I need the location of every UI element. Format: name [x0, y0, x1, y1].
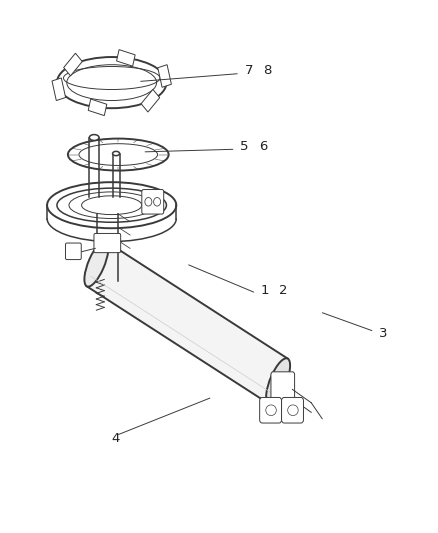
Polygon shape — [158, 64, 171, 87]
Ellipse shape — [145, 198, 152, 206]
Text: 4: 4 — [112, 432, 120, 445]
Polygon shape — [52, 78, 66, 101]
Text: 7: 7 — [244, 64, 253, 77]
Ellipse shape — [266, 358, 290, 404]
Polygon shape — [87, 241, 288, 403]
Polygon shape — [117, 50, 135, 66]
Ellipse shape — [154, 198, 161, 206]
Ellipse shape — [288, 405, 298, 416]
Polygon shape — [141, 90, 160, 112]
Text: 1: 1 — [261, 284, 269, 297]
Text: 2: 2 — [279, 284, 288, 297]
Text: 3: 3 — [379, 327, 387, 340]
FancyBboxPatch shape — [282, 398, 304, 423]
FancyBboxPatch shape — [65, 243, 81, 260]
Polygon shape — [88, 99, 107, 116]
Ellipse shape — [47, 182, 176, 228]
Ellipse shape — [57, 188, 166, 222]
Ellipse shape — [68, 139, 169, 171]
Text: 8: 8 — [263, 64, 272, 77]
Polygon shape — [64, 53, 82, 76]
FancyBboxPatch shape — [271, 372, 295, 404]
Text: 6: 6 — [259, 140, 267, 153]
FancyBboxPatch shape — [142, 190, 164, 214]
Ellipse shape — [89, 134, 99, 141]
Ellipse shape — [85, 241, 108, 287]
Ellipse shape — [113, 151, 120, 156]
Ellipse shape — [266, 405, 276, 416]
FancyBboxPatch shape — [260, 398, 282, 423]
Text: 5: 5 — [240, 140, 248, 153]
Ellipse shape — [57, 57, 166, 108]
FancyBboxPatch shape — [94, 233, 120, 253]
